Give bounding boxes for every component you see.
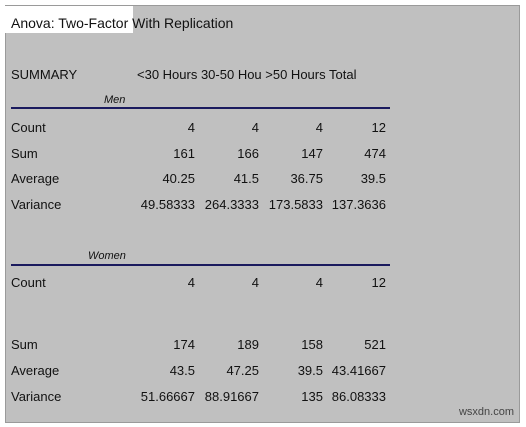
group-divider-women [11, 264, 390, 266]
cell-women-variance-3: 135 [301, 389, 323, 404]
cell-women-sum-2: 189 [237, 337, 259, 352]
title-cell[interactable] [5, 6, 133, 33]
cell-women-count-2: 4 [251, 275, 259, 290]
cell-men-count-3: 4 [315, 120, 323, 135]
cell-men-count-2: 4 [251, 120, 259, 135]
row-label-variance: Variance [11, 197, 62, 212]
cell-men-variance-1: 49.58333 [140, 197, 195, 212]
row-label-count: Count [11, 275, 46, 290]
row-label-average: Average [11, 363, 60, 378]
cell-men-average-1: 40.25 [162, 171, 195, 186]
cell-men-count-total: 12 [371, 120, 386, 135]
row-label-variance: Variance [11, 389, 62, 404]
cell-men-sum-3: 147 [301, 146, 323, 161]
spreadsheet-area [5, 5, 520, 423]
cell-men-variance-total: 137.3636 [331, 197, 386, 212]
cell-women-variance-1: 51.66667 [140, 389, 195, 404]
cell-men-average-total: 39.5 [360, 171, 386, 186]
cell-women-average-total: 43.41667 [331, 363, 386, 378]
cell-men-sum-total: 474 [364, 146, 386, 161]
cell-women-variance-total: 86.08333 [331, 389, 386, 404]
cell-men-average-2: 41.5 [233, 171, 259, 186]
cell-women-sum-3: 158 [301, 337, 323, 352]
summary-label: SUMMARY [11, 67, 78, 82]
cell-women-count-3: 4 [315, 275, 323, 290]
cell-men-sum-1: 161 [173, 146, 195, 161]
cell-women-average-3: 39.5 [297, 363, 323, 378]
cell-men-count-1: 4 [187, 120, 195, 135]
cell-women-average-1: 43.5 [169, 363, 195, 378]
watermark: wsxdn.com [458, 406, 514, 418]
cell-women-sum-total: 521 [364, 337, 386, 352]
group-label-men: Men [104, 94, 126, 106]
cell-women-average-2: 47.25 [226, 363, 259, 378]
row-label-count: Count [11, 120, 46, 135]
anova-title: Anova: Two-Factor With Replication [11, 15, 234, 31]
cell-men-average-3: 36.75 [290, 171, 323, 186]
column-headers: <30 Hours 30-50 Hou >50 Hours Total [137, 67, 357, 82]
cell-women-count-1: 4 [187, 275, 195, 290]
cell-women-variance-2: 88.91667 [204, 389, 259, 404]
cell-men-variance-2: 264.3333 [204, 197, 259, 212]
cell-women-sum-1: 174 [173, 337, 195, 352]
cell-men-sum-2: 166 [237, 146, 259, 161]
row-label-sum: Sum [11, 337, 38, 352]
cell-women-count-total: 12 [371, 275, 386, 290]
group-divider-men [11, 107, 390, 109]
group-label-women: Women [88, 250, 126, 262]
cell-men-variance-3: 173.5833 [268, 197, 323, 212]
row-label-average: Average [11, 171, 60, 186]
row-label-sum: Sum [11, 146, 38, 161]
